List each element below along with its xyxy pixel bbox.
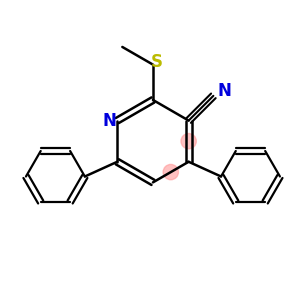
Text: N: N — [217, 82, 231, 100]
Text: S: S — [151, 53, 163, 71]
Circle shape — [163, 164, 178, 180]
Text: N: N — [102, 112, 116, 130]
Circle shape — [181, 134, 196, 149]
